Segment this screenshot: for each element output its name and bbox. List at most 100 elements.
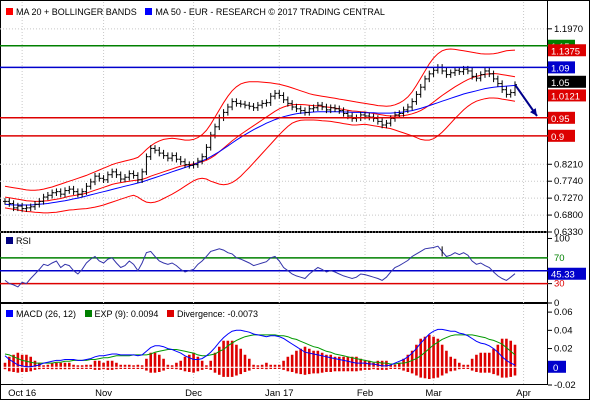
divergence-bar-low [479, 367, 483, 373]
divergence-bar-low [496, 367, 500, 376]
divergence-bar [449, 356, 453, 367]
divergence-bar [487, 352, 491, 367]
divergence-bar-low [260, 367, 264, 369]
macd-line [4, 328, 516, 368]
divergence-bar-low [337, 367, 341, 372]
divergence-bar [115, 362, 118, 367]
divergence-bar [187, 354, 191, 367]
divergence-bar-low [132, 367, 135, 369]
price-level-tag [548, 61, 575, 74]
divergence-bar-low [389, 367, 393, 369]
divergence-bar-low [213, 367, 217, 373]
divergence-bar [162, 358, 165, 367]
divergence-bar-low [97, 367, 101, 370]
divergence-bar-low [453, 367, 457, 371]
divergence-bar [196, 356, 200, 367]
divergence-bar [243, 354, 247, 367]
divergence-bar-low [33, 367, 37, 370]
price-level-tag [548, 111, 575, 124]
divergence-bar [389, 364, 393, 367]
divergence-bar-low [385, 367, 388, 370]
divergence-bar [376, 360, 380, 367]
divergence-bar [277, 364, 281, 367]
divergence-bar [80, 365, 84, 367]
divergence-bar [342, 356, 345, 367]
divergence-bar-low [55, 367, 58, 370]
divergence-bar-low [355, 367, 358, 372]
divergence-bar-low [312, 367, 315, 374]
divergence-bar [183, 356, 187, 367]
divergence-bar [337, 356, 341, 367]
divergence-bar-low [29, 367, 33, 372]
divergence-bar-low [205, 367, 208, 369]
rsi-tick-label: 100 [554, 233, 570, 244]
price-level-tag-label: 0.95 [551, 114, 570, 125]
divergence-bar [230, 340, 234, 367]
price-legend: MA 20 + BOLLINGER BANDS MA 50 - EUR - RE… [6, 7, 391, 18]
divergence-bar-low [509, 367, 513, 377]
divergence-bar-low [149, 367, 153, 373]
divergence-bar-low [200, 367, 204, 370]
macd-tick-label: 0.02 [554, 344, 573, 355]
divergence-bar-low [436, 367, 440, 378]
divergence-bar-low [16, 367, 20, 373]
divergence-bar [127, 364, 131, 367]
divergence-bar-low [406, 367, 410, 372]
legend-ma20-label: MA 20 + BOLLINGER BANDS [16, 7, 137, 17]
divergence-bar [295, 350, 298, 367]
date-tick-label: Jan 17 [265, 388, 294, 399]
rsi-panel [0, 245, 548, 288]
divergence-bar [67, 362, 71, 367]
divergence-bar [140, 365, 144, 367]
divergence-bar [509, 340, 513, 367]
divergence-bar [226, 340, 230, 367]
rsi-frame [0, 232, 548, 303]
divergence-bar [462, 364, 465, 367]
divergence-bar-low [423, 367, 427, 379]
divergence-bar-low [170, 367, 174, 369]
divergence-bar-low [80, 367, 84, 369]
divergence-bar-low [110, 367, 114, 370]
divergence-bar [123, 364, 127, 367]
divergence-bar [303, 346, 307, 367]
divergence-bar-low [192, 367, 195, 373]
legend-swatch-ma20 [6, 8, 13, 15]
divergence-bar [436, 338, 440, 367]
divergence-bar [50, 362, 54, 367]
divergence-bar [33, 360, 37, 367]
date-tick-label: Dec [185, 388, 202, 399]
divergence-bar-low [415, 367, 418, 376]
divergence-bar [217, 346, 221, 367]
ma20-line [4, 72, 516, 202]
divergence-bar-low [217, 367, 221, 375]
divergence-bar-low [359, 367, 363, 371]
divergence-bar-low [3, 367, 7, 370]
divergence-bar [312, 350, 315, 367]
divergence-bar-low [350, 367, 354, 372]
divergence-bar-low [307, 367, 311, 375]
divergence-bar-low [46, 367, 50, 369]
divergence-bar-low [20, 367, 24, 372]
divergence-bar-low [462, 367, 465, 369]
macd-tick-label: 0.04 [554, 325, 573, 336]
divergence-bar [320, 352, 324, 367]
divergence-bar-low [286, 367, 290, 372]
divergence-bar-low [166, 367, 170, 369]
legend-ma20: MA 20 + BOLLINGER BANDS [6, 7, 137, 17]
divergence-bar [93, 360, 97, 367]
divergence-bar-low [470, 367, 474, 371]
divergence-bar-low [72, 367, 75, 369]
divergence-bar [63, 362, 67, 367]
divergence-bar-low [226, 367, 230, 377]
divergence-bar [175, 362, 178, 367]
macd-legend: MACD (26, 12) EXP (9): 0.0094 Divergence… [6, 309, 264, 320]
divergence-bar [406, 354, 410, 367]
divergence-bar-low [295, 367, 298, 374]
date-tick-label: Feb [357, 388, 373, 399]
divergence-bar [470, 358, 474, 367]
divergence-bar-low [145, 367, 148, 371]
divergence-bar-low [410, 367, 414, 374]
divergence-bar [419, 338, 423, 367]
divergence-bar [427, 334, 431, 367]
divergence-bar [213, 352, 217, 367]
